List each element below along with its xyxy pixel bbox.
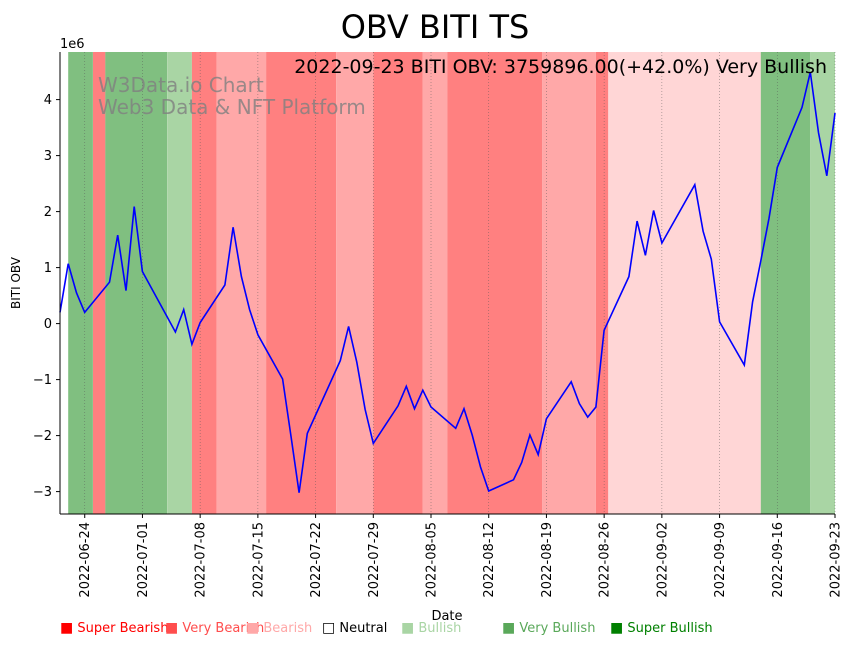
- region-very-bearish-4: [191, 52, 217, 514]
- y-multiplier: 1e6: [60, 37, 85, 52]
- region-very-bullish-2: [105, 52, 168, 514]
- x-tick-label-9: 2022-08-26: [598, 522, 613, 598]
- x-tick-label-4: 2022-07-22: [309, 522, 324, 598]
- region-bearish-9: [422, 52, 448, 514]
- watermark-line-2: Web3 Data & NFT Platform: [98, 95, 366, 119]
- y-axis-label: BITI OBV: [9, 256, 23, 309]
- x-tick-label-6: 2022-08-05: [425, 522, 440, 598]
- x-tick-label-1: 2022-07-01: [136, 522, 151, 598]
- vertical-grid: [84, 52, 836, 514]
- y-ticks: −3 −2 −1 0 1 2 3 4: [33, 93, 60, 500]
- region-bullish-3: [167, 52, 192, 514]
- y-tick-label-1: −2: [33, 429, 52, 444]
- axes: [59, 52, 835, 515]
- region-bearish-7: [336, 52, 374, 514]
- region-very-bearish-8: [373, 52, 423, 514]
- latest-value-annotation: 2022-09-23 BITI OBV: 3759896.00(+42.0%) …: [294, 56, 827, 78]
- region-bullish-15: [810, 52, 835, 514]
- region-bearish-5: [216, 52, 267, 514]
- legend-very-bearish: ■ Very Bearish: [165, 620, 265, 636]
- x-tick-label-3: 2022-07-15: [251, 522, 266, 598]
- x-tick-label-0: 2022-06-24: [78, 522, 93, 598]
- x-tick-label-5: 2022-07-29: [367, 522, 382, 598]
- region-very-bearish-10: [447, 52, 543, 514]
- x-ticks: 2022-06-24 2022-07-01 2022-07-08 2022-07-15…: [78, 514, 844, 598]
- region-bearish-11: [542, 52, 596, 514]
- legend-very-bullish: ■ Very Bullish: [502, 620, 596, 636]
- y-tick-label-0: −3: [33, 485, 52, 500]
- signal-regions: [68, 52, 835, 514]
- obv-series-line: [59, 72, 836, 493]
- x-tick-label-2: 2022-07-08: [194, 522, 209, 598]
- legend-super-bearish: ■ Super Bearish: [60, 620, 169, 636]
- legend-bearish: ■ Bearish: [246, 620, 313, 636]
- region-very-bearish-6: [266, 52, 337, 514]
- chart-title: OBV BITI TS: [341, 8, 530, 46]
- legend-super-bullish: ■ Super Bullish: [610, 620, 713, 636]
- y-tick-label-2: −1: [33, 373, 52, 388]
- region-very-bullish-0: [68, 52, 93, 514]
- legend-neutral: □ Neutral: [322, 620, 388, 636]
- x-tick-label-7: 2022-08-12: [482, 522, 497, 598]
- y-tick-label-6: 3: [44, 149, 52, 164]
- region-light-bearish-13: [608, 52, 761, 514]
- y-tick-label-3: 0: [44, 317, 52, 332]
- watermark-line-1: W3Data.io Chart: [98, 73, 264, 97]
- region-very-bearish-12: [595, 52, 609, 514]
- x-tick-label-13: 2022-09-23: [829, 522, 844, 598]
- region-very-bullish-14: [760, 52, 811, 514]
- y-tick-label-4: 1: [44, 261, 52, 276]
- y-tick-label-7: 4: [44, 93, 52, 108]
- legend-bullish: ■ Bullish: [401, 620, 462, 636]
- x-tick-label-10: 2022-09-02: [655, 522, 670, 598]
- signal-legend: ■ Super Bearish ■ Very Bearish ■ Bearish…: [60, 620, 840, 638]
- x-tick-label-8: 2022-08-19: [540, 522, 555, 598]
- y-tick-label-5: 2: [44, 205, 52, 220]
- x-axis-label: Date: [431, 609, 462, 624]
- region-very-bearish-1: [93, 52, 106, 514]
- x-tick-label-11: 2022-09-09: [713, 522, 728, 598]
- x-tick-label-12: 2022-09-16: [771, 522, 786, 598]
